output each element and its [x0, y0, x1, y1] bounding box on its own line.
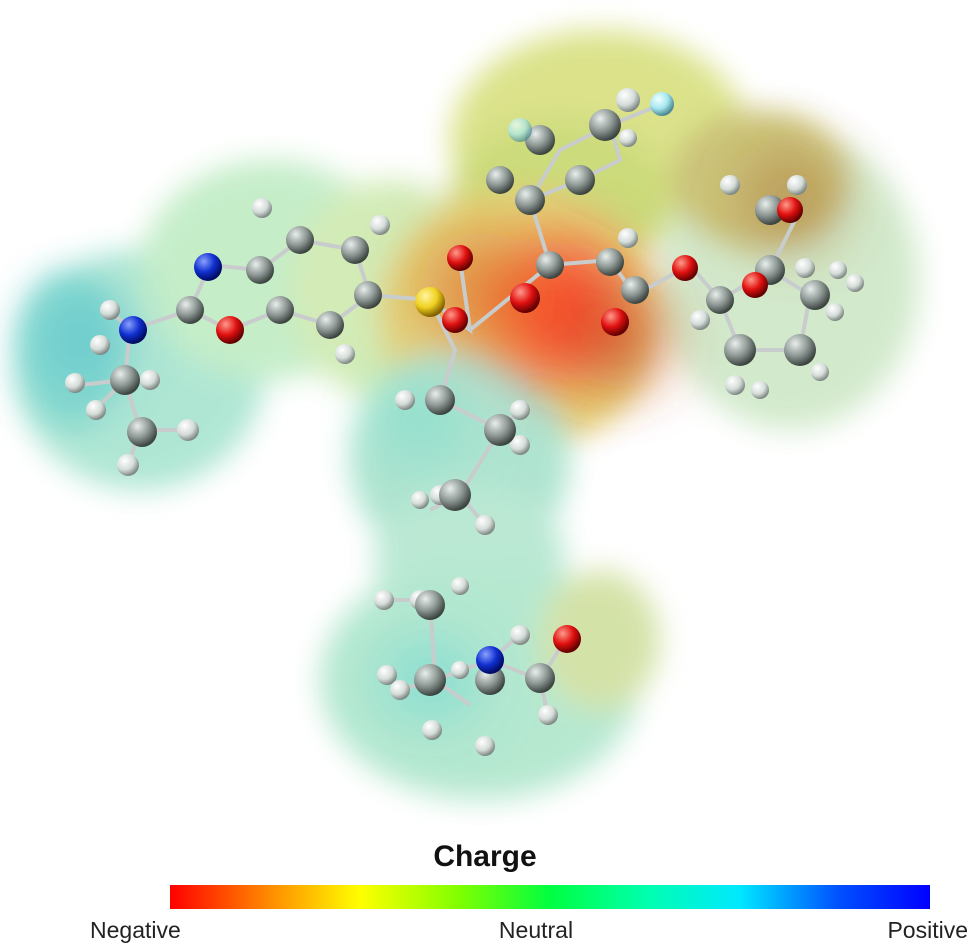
fluorine-atoms: [508, 92, 674, 142]
colorbar-title: Charge: [433, 840, 537, 873]
nitrogen-atoms: [119, 253, 504, 674]
sulfur-atom: [415, 287, 445, 317]
colorbar-negative-label: Negative: [90, 917, 181, 943]
colorbar-positive-label: Positive: [887, 917, 968, 943]
charge-colorbar: [170, 885, 930, 909]
electrostatic-potential-map: [15, 30, 920, 800]
carbon-atoms: [110, 109, 830, 696]
colorbar-neutral-label: Neutral: [498, 917, 574, 943]
oxygen-atoms: [216, 197, 803, 653]
